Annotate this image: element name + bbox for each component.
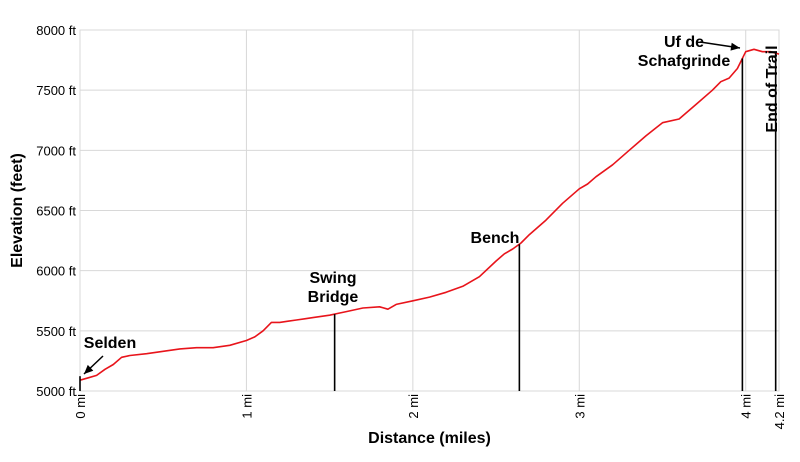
series-line — [79, 48, 780, 381]
y-tick-label: 6000 ft — [36, 264, 76, 279]
series-layer — [79, 48, 780, 381]
x-tick-label: 1 mi — [239, 394, 254, 419]
x-tick-label: 3 mi — [572, 394, 587, 419]
x-tick-label: 4.2 mi — [772, 394, 787, 430]
y-tick-label: 8000 ft — [36, 23, 76, 38]
annotation: Uf de Schafgrinde — [638, 34, 744, 391]
plot-border — [79, 29, 780, 392]
annotation-label: Swing — [309, 270, 356, 287]
annotation-label: End of Trail — [764, 45, 781, 132]
y-tick-label: 5000 ft — [36, 384, 76, 399]
annotation: Bench — [471, 230, 521, 391]
grid — [79, 29, 780, 392]
y-tick-label: 6500 ft — [36, 204, 76, 219]
x-tick-label: 4 mi — [739, 394, 754, 419]
x-axis-ticks: 0 mi 1 mi 2 mi 3 mi 4 mi 4.2 mi — [73, 394, 787, 430]
y-axis-label: Elevation (feet) — [9, 153, 26, 268]
x-tick-label: 2 mi — [406, 394, 421, 419]
annotations: Selden Swing Bridge Bench Uf de Schafgrinde En… — [79, 34, 781, 391]
annotation-label: Uf de — [664, 34, 704, 51]
x-tick-label: 0 mi — [73, 394, 88, 419]
annotation-label: Schafgrinde — [638, 53, 731, 70]
annotation-label: Bench — [471, 230, 520, 247]
annotation-arrowhead — [730, 42, 740, 51]
annotation: Selden — [79, 335, 136, 391]
y-tick-label: 5500 ft — [36, 324, 76, 339]
annotation-arrowhead — [84, 364, 94, 374]
x-axis-label: Distance (miles) — [368, 430, 491, 447]
annotation-label: Bridge — [308, 289, 359, 306]
annotation: Swing Bridge — [308, 270, 359, 391]
annotation: End of Trail — [764, 45, 781, 391]
y-tick-label: 7500 ft — [36, 83, 76, 98]
y-axis-ticks: 5000 ft 5500 ft 6000 ft 6500 ft 7000 ft 7500 … — [36, 23, 76, 399]
annotation-label: Selden — [84, 335, 136, 352]
y-tick-label: 7000 ft — [36, 143, 76, 158]
